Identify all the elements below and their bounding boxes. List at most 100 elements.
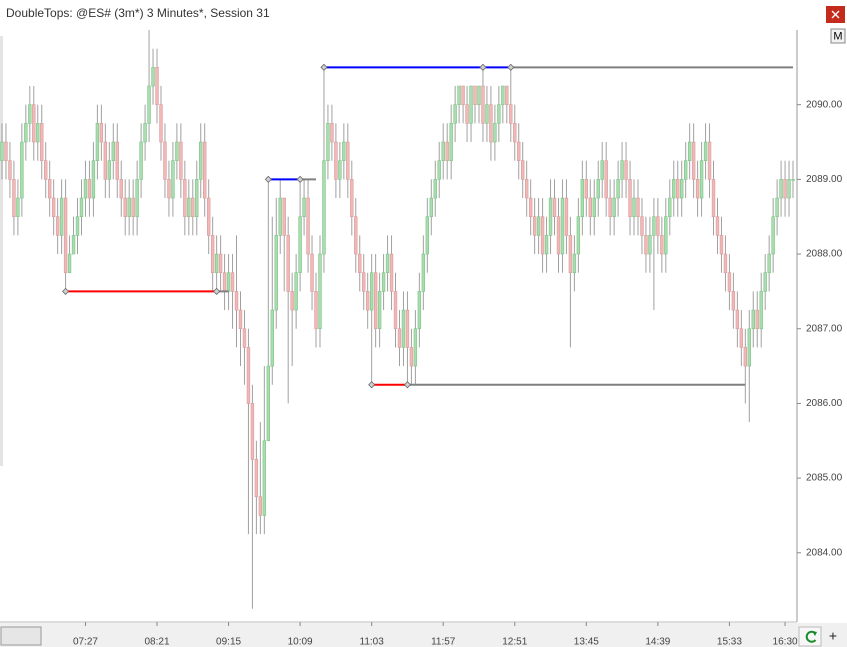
pattern-point — [479, 63, 487, 71]
close-icon[interactable] — [831, 10, 840, 19]
candle-body — [397, 328, 402, 348]
candle-body — [445, 141, 449, 161]
candle-body — [572, 253, 577, 274]
candle-body — [532, 216, 537, 236]
y-tick-label: 2086.00 — [806, 398, 843, 409]
refresh-bg[interactable] — [798, 626, 822, 647]
scroll-box[interactable] — [0, 626, 42, 646]
y-tick-label: 2089.00 — [806, 174, 843, 185]
candle-body — [32, 104, 36, 143]
candle-body — [242, 328, 247, 348]
candle-body — [715, 216, 720, 236]
candle-body — [298, 216, 302, 274]
candle-body — [680, 179, 684, 199]
candle-body — [453, 104, 457, 124]
candle-body — [175, 141, 179, 161]
candle-body — [473, 85, 477, 105]
pattern-point — [507, 63, 515, 71]
candle-body — [51, 197, 56, 218]
candle-body — [326, 123, 330, 161]
candle-body — [600, 160, 604, 180]
refresh-arrow[interactable] — [812, 631, 817, 636]
candle-body — [111, 141, 115, 161]
candle-body — [254, 459, 259, 498]
marker-button[interactable] — [830, 28, 846, 44]
candle-body — [719, 235, 724, 255]
candle-body — [783, 179, 787, 199]
candle-body — [385, 253, 390, 274]
candle-body — [28, 104, 32, 124]
candle-body — [262, 440, 267, 516]
candle-body — [676, 179, 680, 199]
candle-body — [441, 141, 445, 161]
y-tick-label: 2084.00 — [806, 547, 843, 558]
candle-body — [234, 291, 239, 311]
refresh-button[interactable] — [798, 626, 822, 647]
candle-body — [286, 235, 290, 292]
candle-body — [401, 309, 406, 348]
candle-body — [195, 179, 199, 218]
pattern-point — [368, 381, 376, 389]
candle-body — [139, 141, 143, 180]
candle-body — [71, 235, 76, 255]
candle-body — [457, 85, 461, 105]
candle-body — [358, 253, 362, 274]
candle-body — [210, 235, 215, 274]
candle-body — [628, 179, 632, 218]
candle-body — [755, 309, 759, 330]
candle-body — [683, 160, 688, 180]
close-button[interactable] — [826, 6, 845, 23]
candle-body — [501, 85, 505, 105]
candle-body — [485, 104, 489, 124]
candle-body — [731, 291, 736, 311]
x-tick-label: 11:03 — [360, 637, 385, 647]
candle-body — [672, 179, 676, 199]
candle-body — [107, 160, 112, 180]
candle-body — [350, 179, 354, 218]
candle-body — [652, 216, 656, 236]
candle-body — [342, 141, 346, 161]
candle-body — [47, 179, 52, 199]
bottom-bar — [0, 623, 847, 647]
candle-body — [739, 328, 744, 348]
candle-body — [179, 141, 183, 180]
candle-body — [203, 141, 207, 199]
candle-body — [131, 197, 135, 218]
candle-body — [183, 179, 187, 218]
candle-body — [362, 272, 366, 292]
candle-body — [576, 216, 581, 255]
candle-body — [409, 347, 414, 367]
candle-body — [143, 123, 147, 143]
x-tick-label: 15:33 — [717, 637, 742, 647]
candle-body — [556, 216, 561, 255]
candle-body — [695, 179, 700, 199]
candle-body — [12, 179, 16, 218]
candle-body — [747, 328, 751, 367]
candle-body — [588, 197, 592, 218]
candle-body — [517, 141, 521, 161]
add-button[interactable]: + — [829, 628, 837, 644]
candle-body — [187, 197, 191, 218]
candle-body — [40, 123, 44, 161]
marker-button-label[interactable]: M — [833, 30, 842, 42]
candle-body — [314, 291, 318, 330]
candle-body — [79, 197, 84, 218]
candle-body — [59, 197, 64, 236]
candle-body — [274, 235, 278, 311]
candle-body — [564, 197, 569, 236]
candle-body — [123, 197, 127, 218]
candle-body — [596, 179, 600, 199]
candle-body — [155, 67, 159, 105]
candle-body — [103, 141, 108, 180]
y-tick-label: 2085.00 — [806, 473, 843, 484]
candle-body — [429, 197, 433, 218]
candle-body — [636, 197, 640, 218]
candle-body — [99, 123, 104, 143]
candle-body — [83, 179, 88, 199]
candle-body — [536, 216, 541, 236]
x-tick-label: 09:15 — [216, 637, 241, 647]
candle-body — [199, 141, 203, 180]
x-tick-label: 14:39 — [645, 637, 670, 647]
